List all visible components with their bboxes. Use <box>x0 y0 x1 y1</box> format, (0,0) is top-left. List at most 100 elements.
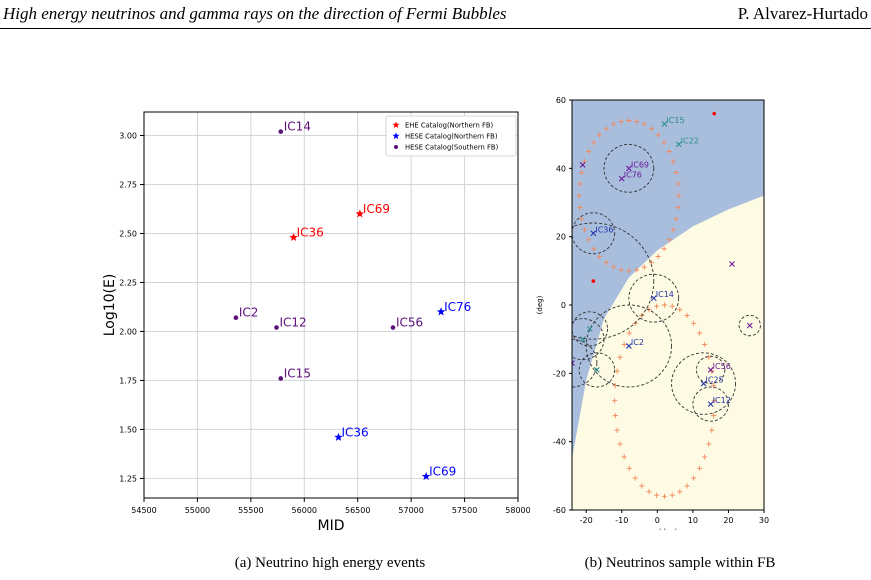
boundary-marker <box>626 268 632 274</box>
boundary-marker <box>697 465 703 471</box>
boundary-marker <box>675 204 681 211</box>
plot-frame <box>143 111 519 499</box>
boundary-marker <box>617 441 623 447</box>
legend-star-marker <box>392 132 400 140</box>
event-label: IC36 <box>595 225 613 234</box>
boundary-marker <box>661 302 668 308</box>
boundary-marker <box>691 475 697 481</box>
y-tick-label: 2.75 <box>119 180 137 189</box>
error-circle <box>692 386 729 422</box>
x-tick-label: -20 <box>580 516 593 525</box>
boundary-marker <box>597 253 603 260</box>
error-circle <box>695 355 726 385</box>
boundary-marker <box>670 158 676 165</box>
boundary-marker <box>586 148 592 155</box>
error-circle <box>572 311 609 347</box>
energy-vs-mjd-chart: 54500 55000 55500 56000 56500 57000 57500 58000… <box>102 111 531 534</box>
boundary-marker <box>626 117 632 124</box>
event-label: IC2 <box>631 338 644 347</box>
boundary-marker <box>661 246 667 252</box>
x-tick-label: -10 <box>615 516 628 525</box>
dot-marker <box>278 129 284 134</box>
legend-entry: HESE Catalog(Northern FB) <box>405 133 498 141</box>
y-axis-label: Log10(E) <box>102 274 118 337</box>
error-circle <box>572 212 616 255</box>
boundary-marker <box>702 454 708 460</box>
point-label: IC56 <box>396 316 423 330</box>
event-marker <box>625 343 632 349</box>
y-axis-label: (deg) <box>536 295 544 314</box>
y-tick-label: -20 <box>553 369 566 378</box>
boundary-marker <box>673 169 679 176</box>
error-circle <box>603 143 655 193</box>
boundary-marker <box>586 237 592 243</box>
event-marker <box>729 261 735 267</box>
map-area: IC15 IC22 IC69 IC76 IC36 IC14 IC2 IC56 IC25 IC12 <box>572 100 764 510</box>
boundary-marker <box>677 489 683 495</box>
fermi-bubbles-sky-map: IC15 IC22 IC69 IC76 IC36 IC14 IC2 IC56 IC25 IC12 -… <box>536 96 769 536</box>
event-label: IC14 <box>656 290 674 299</box>
boundary-marker <box>655 132 661 138</box>
caption-b: (b) Neutrinos sample within FB <box>584 555 776 571</box>
star-marker <box>355 209 365 218</box>
dot-marker <box>274 325 279 330</box>
error-circle <box>578 352 616 388</box>
boundary-marker <box>618 267 624 273</box>
x-tick-label: 57500 <box>452 506 477 515</box>
y-tick-label: 1.50 <box>119 425 137 434</box>
point-label: IC2 <box>239 306 259 320</box>
boundary-marker <box>618 118 624 125</box>
header-author: P. Alvarez-Hurtado <box>737 4 868 23</box>
event-marker <box>707 367 714 373</box>
y-tick-label: 2.25 <box>119 278 137 287</box>
x-tick-label: 55500 <box>238 506 263 515</box>
event-label: IC76 <box>624 171 642 180</box>
boundary-marker <box>578 169 585 176</box>
boundary-marker <box>591 246 597 252</box>
figure-b: IC15 IC22 IC69 IC76 IC36 IC14 IC2 IC56 IC25 IC12 -… <box>528 90 778 536</box>
page-header: High energy neutrinos and gamma rays on … <box>0 0 871 29</box>
x-axis-label: MJD <box>318 518 345 530</box>
boundary-marker <box>597 132 603 138</box>
x-tick-label: 30 <box>759 516 769 525</box>
northern-region <box>572 100 764 459</box>
boundary-marker <box>577 181 583 187</box>
boundary-marker <box>614 427 620 433</box>
legend-star-marker <box>392 121 400 129</box>
y-tick-label: 1.25 <box>119 474 137 483</box>
boundary-marker <box>581 227 588 233</box>
star-marker <box>289 232 298 241</box>
star-marker <box>421 471 431 481</box>
boundary-marker <box>576 193 582 199</box>
x-axis-label: (deg) <box>659 528 678 530</box>
legend-entry: EHE Catalog(Northern FB) <box>405 122 494 130</box>
boundary-marker <box>614 368 620 374</box>
boundary-marker <box>670 227 676 233</box>
boundary-marker <box>578 216 585 222</box>
error-circle <box>671 352 737 415</box>
point-label: IC76 <box>444 300 471 314</box>
boundary-marker <box>648 126 655 132</box>
boundary-marker <box>612 398 618 404</box>
point-label: IC14 <box>284 120 311 134</box>
boundary-marker <box>666 237 672 243</box>
error-circle <box>738 314 761 337</box>
x-tick-label: 56000 <box>292 506 317 515</box>
event-label: IC12 <box>713 396 731 405</box>
y-tick-label: -60 <box>553 506 566 515</box>
boundary-marker <box>603 260 609 266</box>
star-marker <box>334 432 343 441</box>
boundary-marker <box>655 253 661 260</box>
boundary-marker <box>612 413 618 419</box>
event-marker <box>586 326 593 332</box>
boundary-marker <box>626 330 632 336</box>
boundary-marker <box>676 193 682 199</box>
y-tick-label: 60 <box>556 96 566 105</box>
figure-a: 54500 55000 55500 56000 56500 57000 57500 58000… <box>100 90 531 535</box>
boundary-marker <box>706 441 712 447</box>
boundary-marker <box>639 483 645 489</box>
star-marker <box>436 307 446 316</box>
boundary-marker <box>634 118 640 125</box>
boundary-marker <box>711 413 717 419</box>
boundary-marker <box>577 204 583 211</box>
